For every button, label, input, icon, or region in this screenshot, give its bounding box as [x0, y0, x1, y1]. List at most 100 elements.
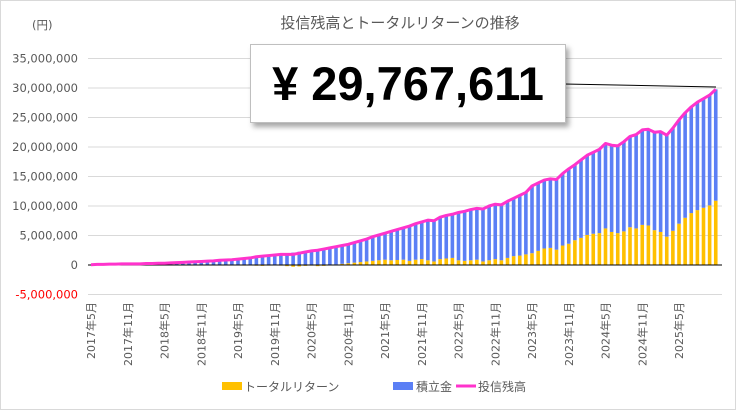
bar-トータルリターン	[401, 259, 406, 265]
bar-積立金	[419, 221, 424, 260]
bar-トータルリターン	[622, 231, 626, 265]
bar-トータルリターン	[671, 230, 675, 265]
y-tick-label: 10,000,000	[12, 199, 78, 213]
bar-トータルリターン	[493, 259, 498, 265]
bar-積立金	[689, 106, 694, 214]
bar-積立金	[254, 256, 259, 265]
x-tick-label: 2024年11月	[635, 302, 649, 366]
bar-積立金	[260, 255, 265, 265]
bar-トータルリターン	[499, 260, 504, 265]
bar-積立金	[334, 246, 338, 265]
bar-積立金	[560, 173, 565, 246]
bar-トータルリターン	[677, 223, 681, 265]
bar-トータルリターン	[432, 261, 436, 265]
bar-トータルリターン	[560, 245, 565, 265]
x-tick-label: 2019年5月	[231, 302, 245, 359]
chart-title: 投信残高とトータルリターンの推移	[280, 14, 519, 32]
bar-トータルリターン	[701, 207, 706, 265]
bar-積立金	[389, 231, 393, 261]
bar-トータルリターン	[640, 224, 645, 265]
bar-トータルリターン	[487, 260, 491, 265]
bar-積立金	[517, 195, 522, 256]
bar-積立金	[370, 236, 375, 261]
bar-トータルリターン	[340, 263, 344, 265]
bar-積立金	[346, 244, 351, 264]
x-tick-label: 2021年11月	[415, 302, 429, 366]
bar-トータルリターン	[579, 237, 583, 265]
y-tick-label: 15,000,000	[12, 170, 78, 184]
legend-swatch-積立金	[393, 382, 413, 390]
bar-トータルリターン	[395, 259, 400, 265]
bar-積立金	[591, 152, 596, 234]
bar-積立金	[272, 254, 277, 265]
legend-label-積立金: 積立金	[416, 379, 452, 394]
callout-leader-line	[563, 83, 717, 88]
bar-トータルリターン	[285, 265, 289, 267]
bar-積立金	[487, 206, 491, 261]
bar-積立金	[548, 178, 553, 248]
bar-積立金	[554, 179, 559, 250]
bar-積立金	[524, 192, 528, 255]
bar-トータルリターン	[591, 233, 596, 265]
bar-積立金	[352, 242, 357, 263]
bar-トータルリターン	[413, 259, 418, 265]
bar-積立金	[401, 227, 406, 260]
y-tick-label: 0	[71, 258, 78, 272]
bar-トータルリターン	[695, 210, 700, 265]
bar-トータルリターン	[297, 265, 302, 267]
bar-積立金	[707, 95, 712, 206]
bar-積立金	[211, 260, 216, 265]
bar-積立金	[585, 155, 589, 235]
bar-トータルリターン	[426, 260, 430, 265]
bar-トータルリターン	[438, 259, 442, 265]
bar-トータルリターン	[444, 258, 449, 265]
bar-積立金	[328, 247, 332, 265]
bar-積立金	[622, 141, 626, 232]
bar-積立金	[248, 257, 253, 265]
bar-積立金	[634, 134, 638, 229]
bar-積立金	[542, 180, 547, 249]
y-tick-label: 30,000,000	[12, 81, 78, 95]
bar-積立金	[695, 102, 700, 211]
bar-トータルリターン	[450, 257, 455, 265]
series-line-投信残高	[90, 88, 717, 267]
bar-積立金	[242, 257, 246, 265]
x-tick-label: 2018年11月	[194, 302, 208, 366]
bar-トータルリターン	[683, 217, 687, 265]
y-tick-label: -5,000,000	[15, 288, 78, 302]
bar-積立金	[321, 248, 326, 265]
bar-積立金	[432, 220, 436, 262]
bar-積立金	[266, 254, 271, 265]
legend: トータルリターン 積立金 投信残高	[222, 379, 526, 394]
bar-積立金	[395, 229, 400, 260]
bar-積立金	[236, 258, 240, 265]
bar-積立金	[303, 251, 308, 265]
bar-積立金	[230, 259, 234, 265]
bar-積立金	[444, 215, 449, 259]
legend-swatch-トータルリターン	[222, 382, 242, 390]
bar-トータルリターン	[383, 259, 387, 265]
bar-トータルリターン	[364, 261, 369, 265]
bar-トータルリターン	[554, 249, 559, 265]
bar-積立金	[499, 204, 504, 261]
bar-トータルリターン	[597, 233, 602, 265]
bar-積立金	[658, 131, 663, 232]
bar-トータルリターン	[603, 228, 608, 265]
legend-label-投信残高: 投信残高	[478, 379, 526, 394]
bar-トータルリターン	[628, 227, 632, 265]
x-tick-label: 2025年5月	[672, 302, 686, 359]
bar-積立金	[377, 234, 381, 261]
bar-積立金	[609, 145, 614, 232]
bar-トータルリターン	[315, 265, 320, 267]
bar-積立金	[309, 250, 314, 265]
bar-トータルリターン	[689, 213, 694, 265]
bar-トータルリターン	[291, 265, 295, 267]
bar-積立金	[505, 201, 510, 258]
bar-積立金	[664, 135, 669, 237]
bar-トータルリターン	[548, 247, 553, 265]
x-tick-label: 2023年11月	[562, 302, 576, 366]
bar-トータルリターン	[462, 260, 467, 265]
bar-トータルリターン	[419, 259, 424, 265]
bar-積立金	[615, 145, 620, 234]
